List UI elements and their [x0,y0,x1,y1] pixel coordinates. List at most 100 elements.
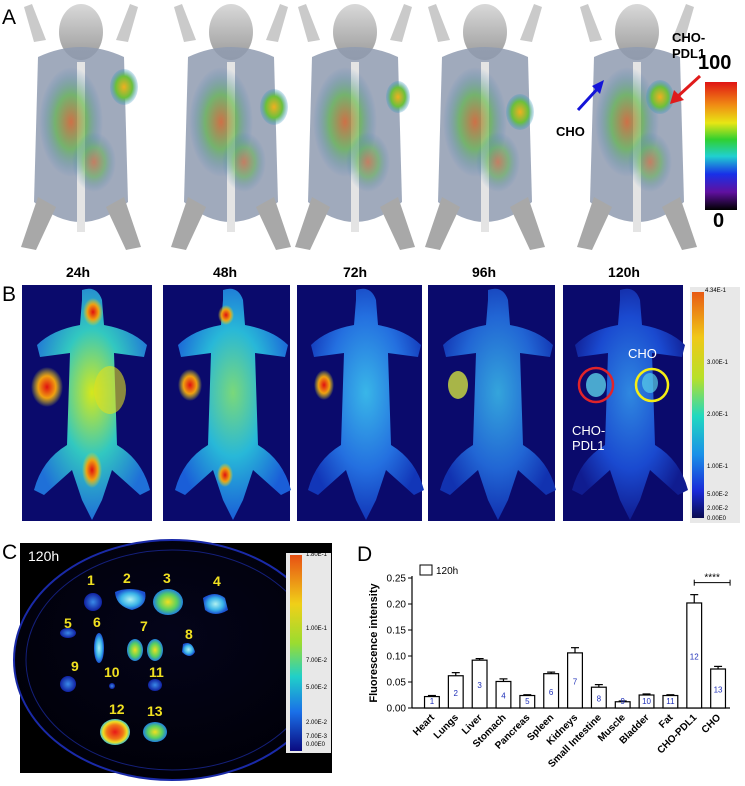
panel-d-letter: D [357,543,373,566]
category-label: Fat [657,712,676,731]
bar-number: 6 [549,688,554,697]
organ-number: 1 [87,572,95,588]
pet-cho-pdl1-label-line2: PDL1 [672,46,706,61]
cho-roi-circle [634,367,670,403]
organ-cho-pdl1-tumor [100,719,130,745]
organ-spleen [94,633,104,663]
pet-cho-pdl1-label-line1: CHO- [672,30,706,45]
organ-cho-tumor [143,722,167,742]
exvivo-scale-tick: 0.00E0 [306,742,326,748]
organ-number: 3 [163,570,171,586]
cho-pdl1-arrow [670,74,702,104]
fluor-image-24h [22,285,152,521]
bar-number: 4 [501,692,506,701]
bar-number: 5 [525,697,530,706]
y-tick-label: 0.25 [387,574,407,585]
bar-number: 7 [573,677,578,686]
pet-mouse-72h [295,4,415,250]
exvivo-scale-tick: 1.80E-1 [306,552,328,558]
fluor-image-96h [428,285,556,521]
category-label: CHO [700,712,724,736]
organ-number: 8 [185,626,193,642]
organ-number: 10 [104,664,120,680]
pet-panel [21,4,737,250]
y-tick-label: 0.10 [387,652,407,663]
organ-number: 5 [64,615,72,631]
organ-liver [153,589,183,615]
cho-arrow [576,80,604,112]
pet-mouse-96h [425,4,545,250]
category-label: Lungs [432,712,461,741]
bar-number: 10 [642,697,651,706]
y-tick-label: 0.20 [387,600,407,611]
exvivo-scale-tick: 7.00E-3 [306,734,328,740]
exvivo-scale-tick: 5.00E-2 [306,685,328,691]
cho-pdl1-roi-circle [577,366,615,404]
fluor-scale-tick: 2.00E-1 [707,412,729,418]
fluor-cho-pdl1-label: CHO- PDL1 [572,423,605,453]
timepoint-label: 72h [342,264,368,280]
exvivo-scale-tick: 2.00E-2 [306,720,328,726]
fluor-scale-tick: 1.00E-1 [707,464,729,470]
y-tick-label: 0.00 [387,704,407,715]
significance-label: **** [704,573,720,584]
timepoint-label: 96h [471,264,497,280]
fluor-cho-pdl1-label-line1: CHO- [572,423,606,438]
fluor-image-120h [563,285,688,521]
organ-muscle [60,676,76,692]
timepoint-label: 24h [65,264,91,280]
y-tick-label: 0.15 [387,626,407,637]
fluor-image-72h [297,285,424,521]
fluor-scale-tick: 2.00E-2 [707,506,729,512]
timepoint-label: 48h [212,264,238,280]
pet-mouse-48h [171,4,291,250]
fluor-image-48h [163,285,291,521]
panel-a-letter: A [2,6,17,29]
organ-number: 2 [123,570,131,586]
organ-fat [148,679,162,691]
fluor-cho-label: CHO [628,346,657,361]
organ-number: 11 [149,664,164,680]
exvivo-scale-tick: 1.00E-1 [306,626,328,632]
panel-c-letter: C [2,541,18,564]
exvivo-colorbar [290,555,302,751]
organ-kidneys [127,639,163,661]
organ-pancreas [60,628,76,638]
pet-mouse-120h [577,4,697,250]
pet-cho-pdl1-label: CHO- PDL1 [672,30,705,62]
fluor-scale-tick: 5.00E-2 [707,492,729,498]
bar-number: 8 [597,695,602,704]
pet-scale-min: 0 [713,210,725,232]
bar-number: 11 [666,697,675,706]
fluor-scale-tick: 4.34E-1 [705,288,727,294]
y-tick-label: 0.05 [387,678,407,689]
legend-label: 120h [436,566,458,577]
organ-number: 13 [147,703,163,719]
fluor-cho-pdl1-label-line2: PDL1 [572,438,605,453]
organ-bladder [109,683,115,689]
organ-heart [84,593,102,611]
bar-number: 1 [430,697,435,706]
pet-scale-max: 100 [698,52,732,74]
pet-colorbar [705,82,737,210]
bar-number: 2 [454,689,459,698]
pet-cho-label: CHO [556,124,585,139]
fluor-colorbar [692,292,704,518]
organ-number: 6 [93,614,101,630]
organ-number: 9 [71,658,79,674]
exvivo-time-label: 120h [28,548,60,564]
bar-number: 3 [477,681,482,690]
fluor-scale-tick: 3.00E-1 [707,360,729,366]
legend-swatch [419,564,433,576]
organ-stomach [203,594,228,614]
timepoint-label: 120h [608,264,640,280]
organ-small-intestine [182,643,195,656]
bar-number: 9 [620,697,625,706]
pet-mouse-24h [21,4,141,250]
organ-lungs [115,589,146,610]
fluor-scale-tick: 0.00E0 [707,516,727,522]
y-axis-label: Fluorescence intensity [368,583,380,703]
